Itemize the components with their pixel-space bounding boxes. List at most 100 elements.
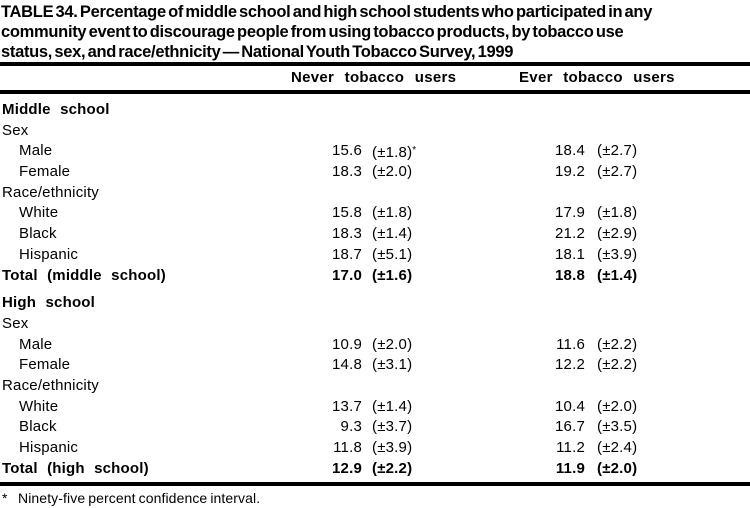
section-header-high-school: High school [0,293,750,314]
never-value: 15.6 [332,142,362,160]
rule-below-column-headers [0,90,750,94]
row-label: Race/ethnicity [2,376,100,394]
ever-value: 21.2 [555,225,585,243]
title-line-2: community event to discourage people fro… [1,23,624,41]
ever-ci: (±2.2) [597,335,638,353]
column-header-never-tobacco-users: Never tobacco users [291,69,457,86]
ever-value: 17.9 [555,204,585,222]
table-row-ms-white: White 15.8 (±1.8) 17.9 (±1.8) [0,203,750,224]
ever-ci: (±2.2) [597,356,638,374]
never-ci: (±2.2) [372,459,413,477]
never-value: 12.9 [332,459,362,477]
table-row-hs-hispanic: Hispanic 11.8 (±3.9) 11.2 (±2.4) [0,438,750,459]
never-ci: (±3.1) [372,356,413,374]
section-label: Middle school [2,101,110,118]
table-row-ms-black: Black 18.3 (±1.4) 21.2 (±2.9) [0,224,750,245]
never-ci: (±1.4) [372,225,413,243]
subhead-row-race-ethnicity: Race/ethnicity [0,376,750,397]
subhead-row-race-ethnicity: Race/ethnicity [0,183,750,204]
ever-ci: (±2.4) [597,439,638,456]
row-label: Hispanic [19,439,79,456]
table-row-ms-female: Female 18.3 (±2.0) 19.2 (±2.7) [0,162,750,183]
table-title: TABLE 34. Percentage of middle school an… [1,2,750,62]
row-label: Total (middle school) [2,266,166,284]
ever-value: 18.1 [555,245,585,263]
high-school-section: High school Sex Male 10.9 (±2.0) 11.6 (±… [0,293,750,479]
ever-value: 18.8 [555,266,585,284]
never-ci: (±1.4) [372,397,413,415]
row-label: Female [19,356,71,374]
table-row-hs-male: Male 10.9 (±2.0) 11.6 (±2.2) [0,335,750,356]
row-label: White [19,204,59,222]
row-label: Hispanic [19,245,79,263]
table-row-ms-male: Male 15.6 (±1.8)* 18.4 (±2.7) [0,141,750,162]
rule-above-footnote [0,482,750,486]
section-label: High school [2,294,96,312]
table-row-hs-total: Total (high school) 12.9 (±2.2) 11.9 (±2… [0,459,750,480]
ever-ci: (±2.7) [597,163,638,181]
ever-value: 11.6 [556,335,585,353]
never-value: 18.3 [332,163,362,181]
ever-ci: (±2.7) [597,142,638,160]
never-ci: (±3.7) [372,418,413,436]
ci-value: (±1.8) [372,144,413,162]
ever-value: 10.4 [555,397,585,415]
row-label: Black [19,418,57,436]
row-label: Male [19,335,53,353]
never-value: 14.8 [332,356,362,374]
footnote-marker: * [2,490,8,506]
rule-below-title [0,62,750,66]
ever-ci: (±2.0) [597,397,638,415]
footnote: * Ninety-five percent confidence interval… [2,490,260,506]
ever-ci: (±2.0) [597,459,638,477]
never-value: 15.8 [332,204,362,222]
table-row-hs-black: Black 9.3 (±3.7) 16.7 (±3.5) [0,417,750,438]
ever-ci: (±3.9) [597,245,638,263]
never-value: 13.7 [332,397,362,415]
never-ci: (±5.1) [372,245,413,263]
subhead-row-sex: Sex [0,121,750,142]
table-body: Middle school Sex Male 15.6 (±1.8)* 18.4… [0,100,750,479]
never-ci: (±3.9) [372,439,413,456]
row-label: Female [19,163,71,181]
table-row-hs-white: White 13.7 (±1.4) 10.4 (±2.0) [0,397,750,418]
never-ci: (±2.0) [372,163,413,181]
row-label: Total (high school) [2,459,149,477]
footnote-text: Ninety-five percent confidence interval. [18,490,261,506]
row-label: White [19,397,59,415]
column-header-ever-tobacco-users: Ever tobacco users [519,69,675,86]
ever-ci: (±2.9) [597,225,638,243]
ever-value: 12.2 [555,356,585,374]
ever-ci: (±3.5) [597,418,638,436]
table-row-ms-hispanic: Hispanic 18.7 (±5.1) 18.1 (±3.9) [0,245,750,266]
ever-value: 11.2 [556,439,585,456]
never-value: 17.0 [332,266,362,284]
ever-ci: (±1.8) [597,204,638,222]
row-label: Sex [2,314,29,332]
row-label: Race/ethnicity [2,183,100,201]
ever-value: 16.7 [555,418,585,436]
subhead-row-sex: Sex [0,314,750,335]
table-row-ms-total: Total (middle school) 17.0 (±1.6) 18.8 (… [0,266,750,287]
section-header-middle-school: Middle school [0,100,750,121]
ever-value: 19.2 [555,163,585,181]
title-line-1: TABLE 34. Percentage of middle school an… [1,3,653,21]
never-ci: (±2.0) [372,335,413,353]
row-label: Male [19,142,53,160]
never-value: 18.7 [332,245,362,263]
ever-ci: (±1.4) [597,266,638,284]
never-value: 10.9 [332,335,362,353]
ever-value: 18.4 [555,142,585,160]
row-label: Sex [2,121,29,139]
never-value: 18.3 [332,225,362,243]
never-value: 9.3 [340,418,362,436]
title-line-3: status, sex, and race/ethnicity — Nation… [1,43,514,61]
never-value: 11.8 [333,439,362,456]
never-ci: (±1.6) [372,266,413,284]
table-row-hs-female: Female 14.8 (±3.1) 12.2 (±2.2) [0,355,750,376]
row-label: Black [19,225,57,243]
footnote-marker: * [412,145,417,157]
ever-value: 11.9 [555,459,585,477]
never-ci: (±1.8) [372,204,413,222]
